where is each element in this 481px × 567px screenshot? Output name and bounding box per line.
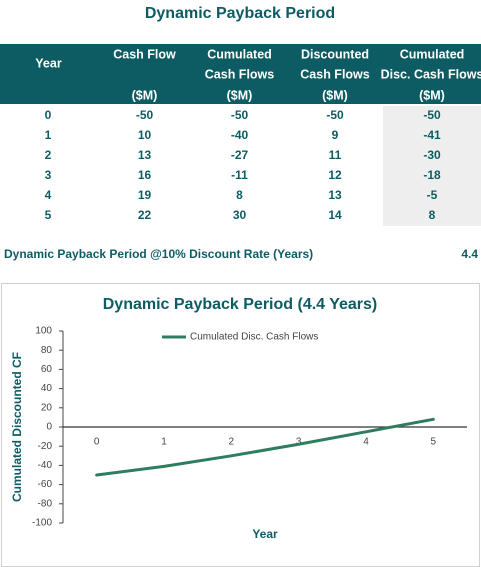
table-cell: 13: [138, 148, 152, 162]
header-cell: Year: [35, 56, 62, 70]
table-cell: 8: [429, 208, 436, 222]
table-cell: 2: [45, 148, 52, 162]
table-cell: 19: [138, 188, 152, 202]
x-axis-label: Year: [252, 527, 278, 541]
y-axis-label: Cumulated Discounted CF: [10, 352, 24, 502]
table-cell: 22: [138, 208, 152, 222]
y-tick-label: -40: [38, 460, 53, 471]
header-cell: Cumulated: [207, 47, 272, 61]
table-cell: 3: [45, 168, 52, 182]
table-cell: 4: [45, 188, 52, 202]
table-cell: 0: [45, 108, 52, 122]
y-tick-label: -100: [32, 518, 52, 529]
summary-value: 4.4: [461, 247, 478, 261]
header-unit: ($M): [227, 88, 253, 102]
header-cell: Cash Flow: [113, 47, 176, 61]
table-cell: -11: [231, 168, 248, 182]
x-tick-label: 1: [161, 437, 167, 448]
table-cell: -50: [231, 108, 249, 122]
header-unit: ($M): [132, 88, 158, 102]
header-unit: ($M): [322, 88, 348, 102]
header-cell: Disc. Cash Flows: [381, 67, 481, 81]
table-cell: -50: [326, 108, 344, 122]
table-cell: 30: [233, 208, 247, 222]
table-cell: -5: [427, 188, 438, 202]
y-tick-label: -80: [38, 498, 53, 509]
table-cell: -41: [423, 128, 441, 142]
highlight-column: [383, 106, 481, 226]
y-tick-label: -20: [38, 441, 53, 452]
table-cell: -18: [423, 168, 441, 182]
summary-label: Dynamic Payback Period @10% Discount Rat…: [4, 247, 313, 261]
x-tick-label: 0: [94, 437, 100, 448]
x-tick-label: 5: [431, 437, 437, 448]
x-tick-label: 4: [363, 437, 369, 448]
table-cell: 10: [138, 128, 152, 142]
y-tick-label: -60: [38, 479, 53, 490]
y-tick-label: 80: [41, 345, 53, 356]
table-cell: 1: [45, 128, 52, 142]
legend-label: Cumulated Disc. Cash Flows: [190, 332, 318, 343]
table-cell: 14: [328, 208, 342, 222]
table-cell: 16: [138, 168, 152, 182]
table-cell: -30: [423, 148, 441, 162]
table-cell: 8: [236, 188, 243, 202]
table-cell: -50: [136, 108, 154, 122]
table-cell: 11: [329, 148, 342, 162]
table-cell: 5: [45, 208, 52, 222]
table-cell: 13: [328, 188, 342, 202]
y-tick-label: 20: [41, 402, 53, 413]
x-tick-label: 3: [296, 437, 302, 448]
header-cell: Cash Flows: [300, 67, 370, 81]
y-tick-label: 0: [46, 422, 52, 433]
table-cell: 12: [328, 168, 342, 182]
header-cell: Cash Flows: [205, 67, 275, 81]
table-cell: -40: [231, 128, 249, 142]
table-cell: 9: [332, 128, 339, 142]
header-unit: ($M): [419, 88, 445, 102]
header-cell: Cumulated: [400, 47, 465, 61]
page-title: Dynamic Payback Period: [145, 5, 335, 22]
x-tick-label: 2: [229, 437, 235, 448]
table-cell: -50: [423, 108, 441, 122]
chart-title: Dynamic Payback Period (4.4 Years): [103, 296, 378, 313]
series-line: [95, 417, 435, 477]
table-cell: -27: [231, 148, 249, 162]
y-tick-label: 40: [41, 383, 53, 394]
y-tick-label: 100: [35, 326, 52, 337]
header-cell: Discounted: [301, 47, 369, 61]
y-tick-label: 60: [41, 364, 53, 375]
table-header-bg: [0, 44, 481, 104]
